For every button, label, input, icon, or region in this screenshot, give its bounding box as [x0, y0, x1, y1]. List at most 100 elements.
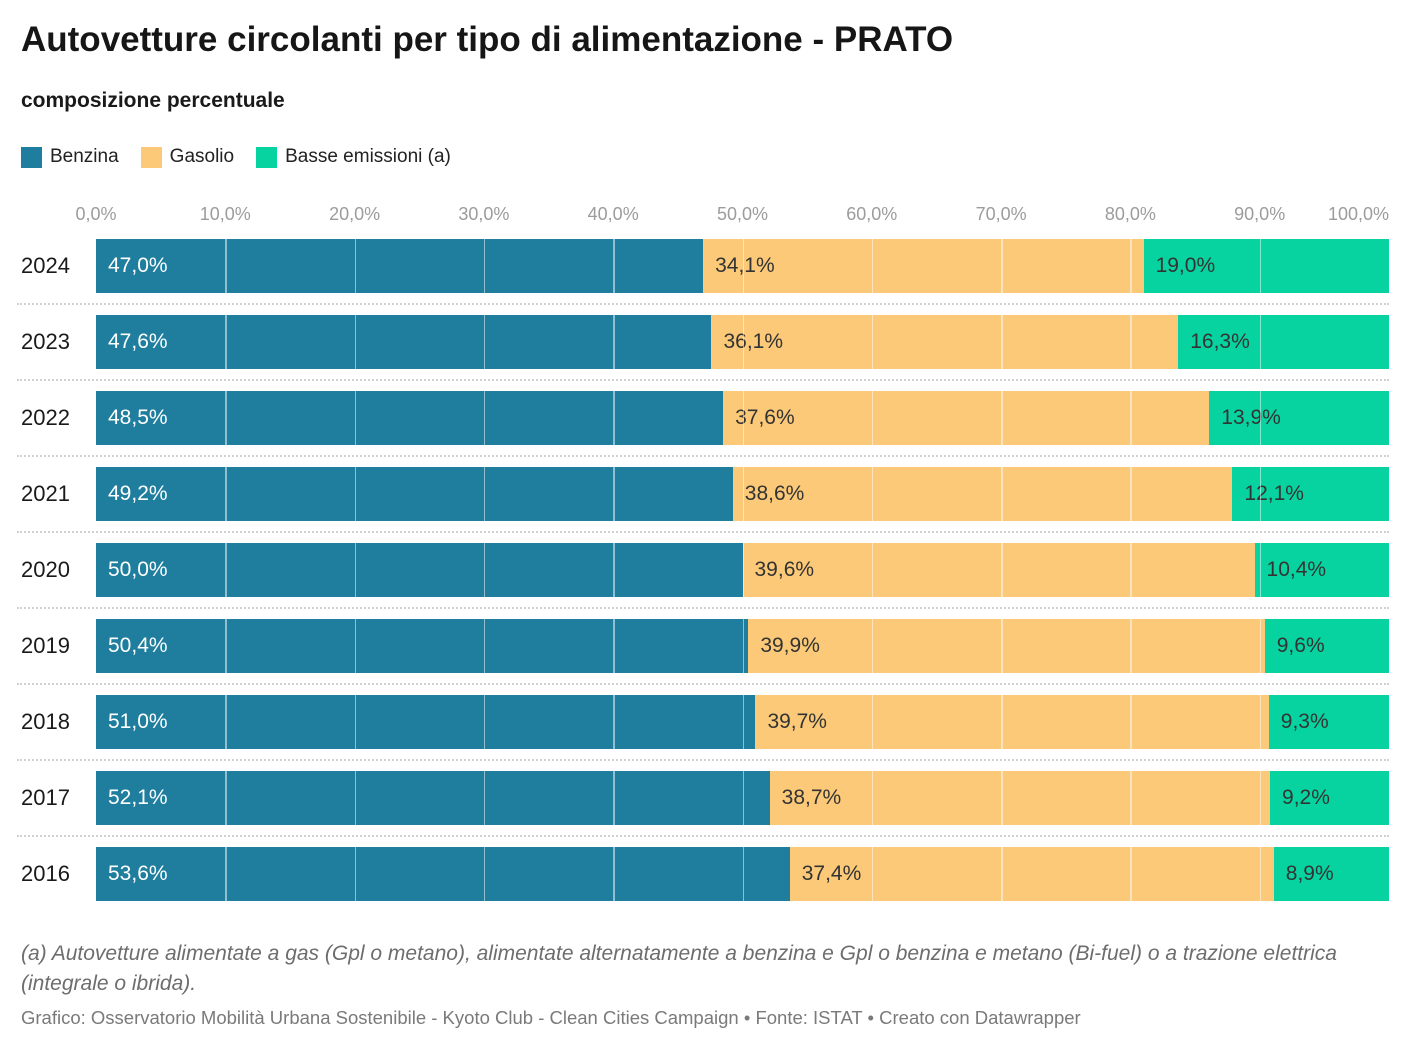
value-label: 19,0% — [1155, 254, 1216, 277]
bar-segment-benzina: 47,6% — [96, 315, 712, 369]
year-label: 2024 — [21, 253, 70, 278]
year-label: 2020 — [21, 557, 70, 582]
value-label: 9,6% — [1276, 634, 1325, 657]
bar-segment-benzina: 47,0% — [96, 239, 704, 293]
bar-segment-basse-emissioni-a: 9,3% — [1268, 695, 1390, 749]
year-label: 2021 — [21, 481, 70, 506]
stacked-bar: 50,4% 39,9% 9,6% — [96, 619, 1389, 673]
bar-segment-benzina: 50,4% — [96, 619, 749, 673]
year-label: 2016 — [21, 861, 70, 886]
bar-segment-gasolio: 37,4% — [789, 847, 1274, 901]
bar-row: 2021 49,2% 38,6% 12,1% — [21, 467, 1389, 521]
bar-segment-basse-emissioni-a: 10,4% — [1254, 543, 1389, 597]
stacked-bar: 52,1% 38,7% 9,2% — [96, 771, 1389, 825]
chart-title: Autovetture circolanti per tipo di alime… — [21, 20, 954, 59]
value-label: 37,4% — [801, 862, 862, 885]
bar-segment-gasolio: 39,9% — [748, 619, 1265, 673]
bar-segment-basse-emissioni-a: 12,1% — [1232, 467, 1389, 521]
bar-segment-basse-emissioni-a: 16,3% — [1178, 315, 1389, 369]
legend-swatch-icon — [256, 146, 278, 168]
bar-segment-benzina: 52,1% — [96, 771, 770, 825]
bar-segment-benzina: 48,5% — [96, 391, 724, 445]
value-label: 49,2% — [108, 482, 168, 505]
value-label: 47,0% — [108, 254, 168, 277]
value-label: 48,5% — [108, 406, 168, 429]
row-separator — [17, 369, 1389, 391]
x-axis: 0,0% 10,0% 20,0% 30,0% 40,0% 50,0% 60,0% 70,0% 8… — [75, 202, 1389, 226]
value-label: 9,2% — [1282, 786, 1330, 809]
row-separator — [17, 597, 1389, 619]
bar-segment-basse-emissioni-a: 13,9% — [1209, 391, 1390, 445]
bar-segment-gasolio: 38,7% — [769, 771, 1271, 825]
value-label: 36,1% — [723, 330, 784, 353]
bar-row: 2018 51,0% 39,7% 9,3% — [21, 695, 1390, 749]
legend-swatch-icon — [21, 146, 42, 168]
legend: Benzina Gasolio Basse emissioni (a) — [21, 146, 451, 168]
x-axis-tick-label: 70,0% — [975, 204, 1027, 224]
bar-row: 2020 50,0% 39,6% 10,4% — [21, 543, 1389, 597]
stacked-bar: 48,5% 37,6% 13,9% — [96, 391, 1390, 445]
bar-segment-basse-emissioni-a: 9,2% — [1270, 771, 1389, 825]
bar-segment-benzina: 49,2% — [96, 467, 733, 521]
row-separator — [17, 825, 1389, 847]
year-label: 2022 — [21, 405, 70, 430]
x-axis-tick-label: 90,0% — [1234, 204, 1286, 224]
legend-item: Benzina — [21, 146, 119, 168]
x-axis-tick-label: 10,0% — [199, 204, 251, 224]
bar-segment-gasolio: 34,1% — [703, 239, 1144, 293]
x-axis-tick-label: 50,0% — [716, 204, 769, 224]
value-label: 38,7% — [781, 786, 842, 809]
footer-credit: Grafico: Osservatorio Mobilità Urbana So… — [21, 1007, 1081, 1028]
row-separator — [17, 293, 1389, 315]
x-axis-tick-label: 80,0% — [1104, 204, 1156, 224]
value-label: 51,0% — [108, 710, 168, 733]
value-label: 12,1% — [1244, 482, 1304, 505]
value-label: 39,6% — [754, 558, 815, 581]
bar-segment-gasolio: 39,7% — [755, 695, 1269, 749]
year-label: 2017 — [21, 785, 70, 810]
legend-label: Basse emissioni (a) — [285, 146, 451, 167]
bar-segment-gasolio: 36,1% — [711, 315, 1179, 369]
bar-row: 2017 52,1% 38,7% 9,2% — [21, 771, 1389, 825]
bar-segment-benzina: 53,6% — [96, 847, 790, 901]
stacked-bar: 50,0% 39,6% 10,4% — [96, 543, 1389, 597]
bar-segment-gasolio: 39,6% — [742, 543, 1255, 597]
value-label: 50,4% — [108, 634, 168, 657]
value-label: 13,9% — [1221, 406, 1281, 429]
bar-segment-gasolio: 38,6% — [732, 467, 1233, 521]
year-label: 2023 — [21, 329, 70, 354]
bar-segment-benzina: 50,0% — [96, 543, 743, 597]
value-label: 34,1% — [715, 254, 775, 277]
stacked-bar: 49,2% 38,6% 12,1% — [96, 467, 1389, 521]
value-label: 39,9% — [760, 634, 820, 657]
legend-swatch-icon — [140, 146, 162, 168]
year-label: 2018 — [21, 709, 70, 734]
chart-subtitle: composizione percentuale — [21, 89, 285, 112]
bar-segment-basse-emissioni-a: 19,0% — [1143, 239, 1389, 293]
bar-row: 2024 47,0% 34,1% 19,0% — [21, 239, 1389, 293]
value-label: 8,9% — [1285, 862, 1334, 885]
value-label: 52,1% — [108, 786, 168, 809]
value-label: 10,4% — [1266, 558, 1327, 581]
bar-segment-basse-emissioni-a: 8,9% — [1273, 847, 1389, 901]
stacked-bar: 51,0% 39,7% 9,3% — [96, 695, 1390, 749]
x-axis-tick-label: 60,0% — [846, 204, 898, 224]
x-axis-tick-label: 0,0% — [75, 204, 117, 224]
legend-item: Basse emissioni (a) — [256, 146, 451, 168]
bar-segment-gasolio: 37,6% — [723, 391, 1210, 445]
bar-segment-benzina: 51,0% — [96, 695, 756, 749]
row-separator — [17, 749, 1389, 771]
chart-rows: 2024 47,0% 34,1% 19,0% 2023 47,6% 36,1% 16,3% 20… — [17, 239, 1390, 901]
x-axis-tick-label: 40,0% — [587, 204, 639, 224]
stacked-bar: 47,6% 36,1% 16,3% — [96, 315, 1389, 369]
value-label: 47,6% — [108, 330, 168, 353]
row-separator — [17, 445, 1389, 467]
x-axis-tick-label: 20,0% — [329, 204, 381, 224]
row-separator — [17, 673, 1389, 695]
bar-row: 2023 47,6% 36,1% 16,3% — [21, 315, 1389, 369]
value-label: 53,6% — [108, 862, 168, 885]
footnote: (a) Autovetture alimentate a gas (Gpl o … — [21, 942, 1337, 995]
legend-label: Gasolio — [169, 146, 235, 167]
bar-row: 2019 50,4% 39,9% 9,6% — [21, 619, 1389, 673]
x-axis-tick-label: 100,0% — [1327, 204, 1389, 224]
